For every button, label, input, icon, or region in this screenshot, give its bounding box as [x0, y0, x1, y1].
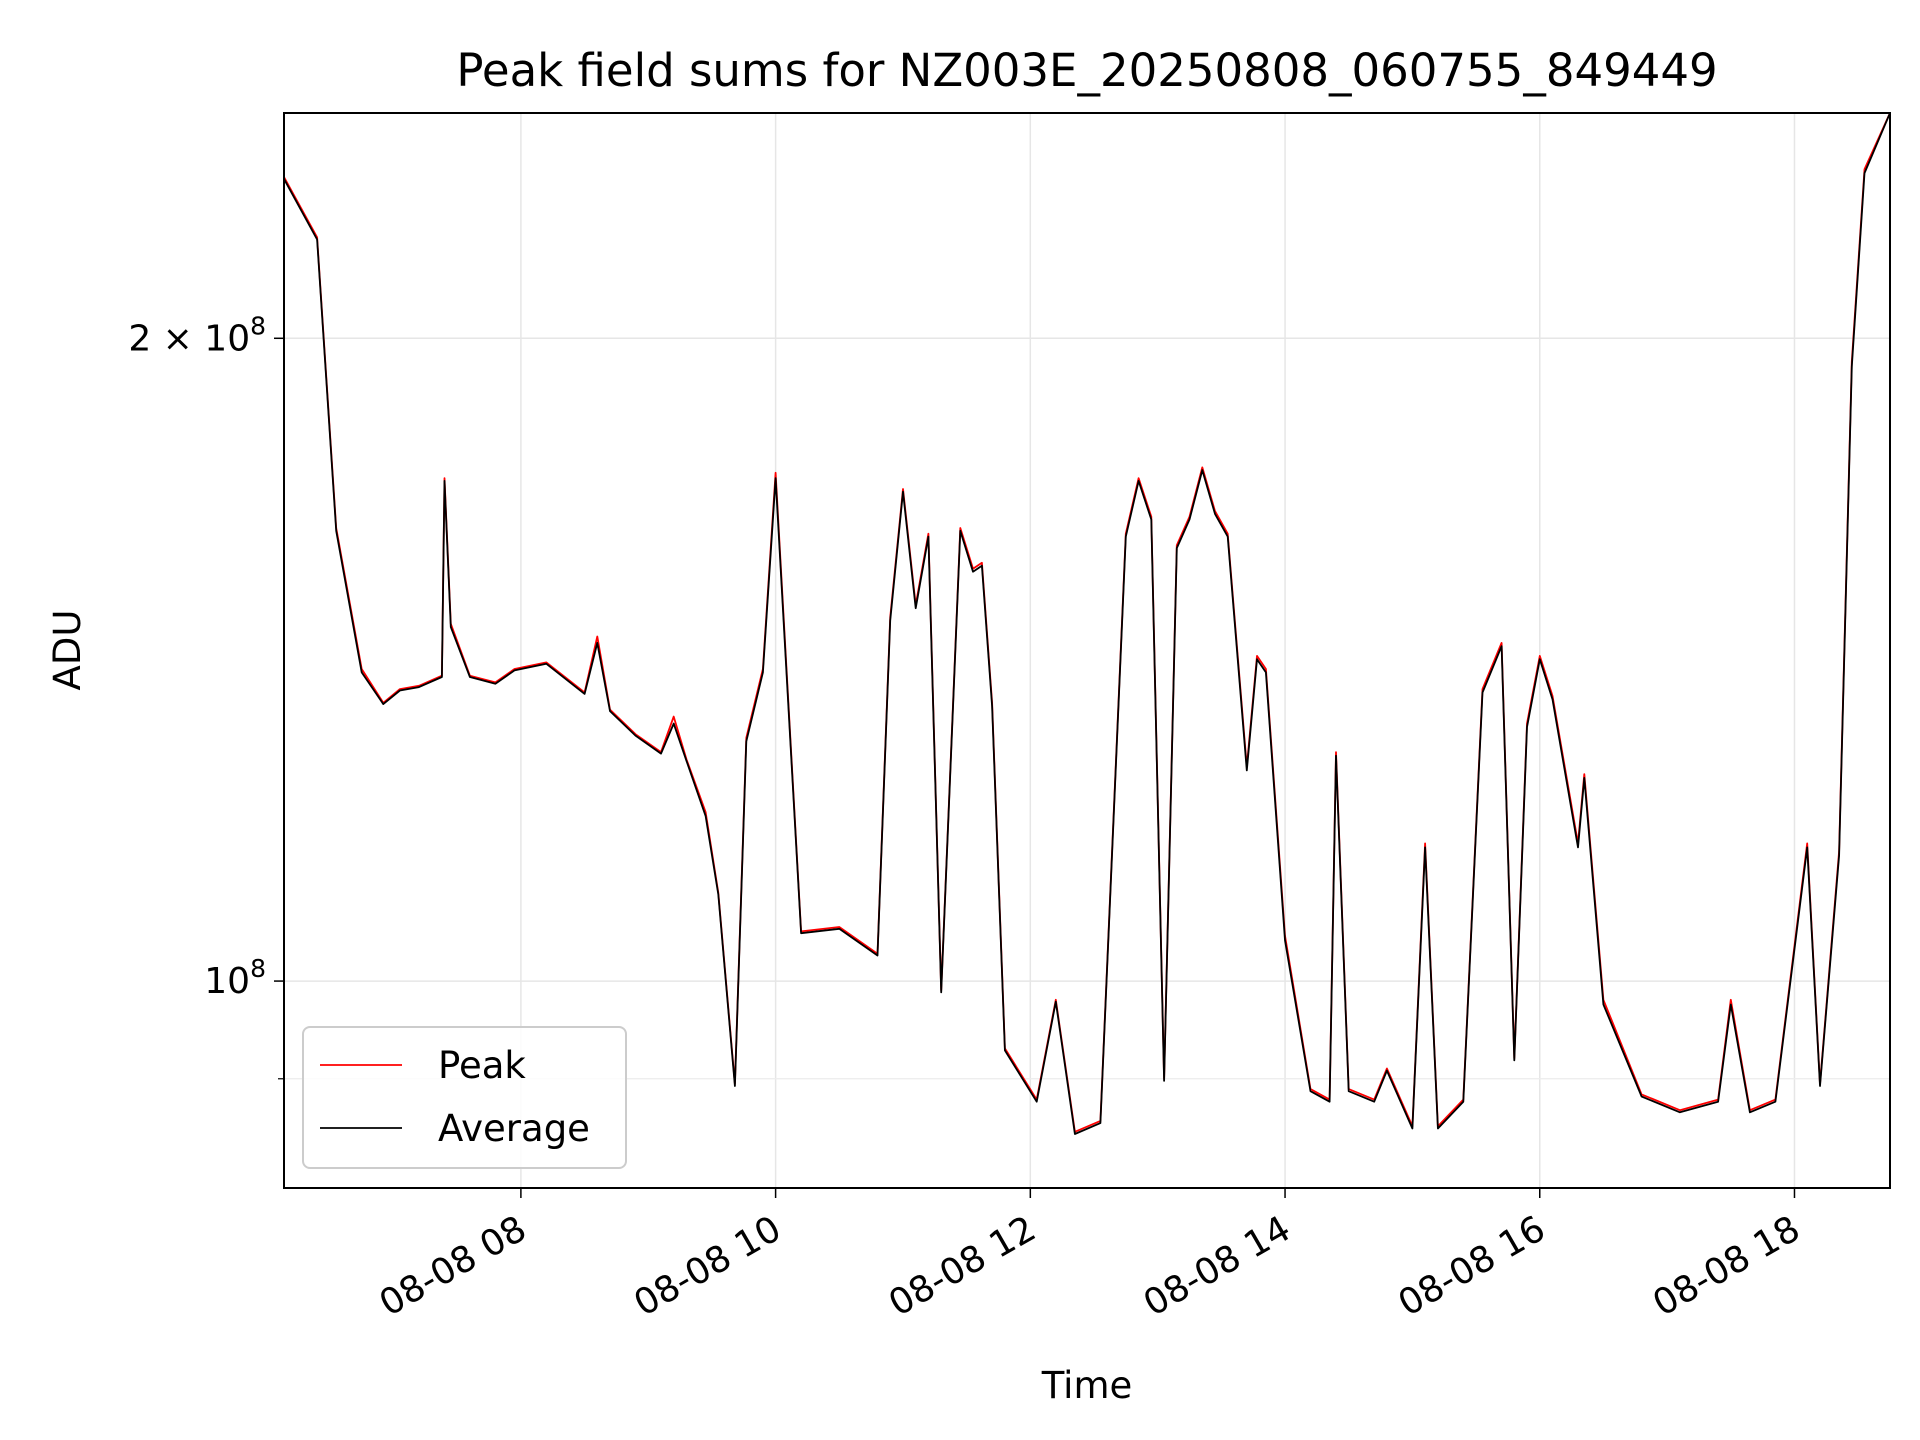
x-axis-label: Time: [1041, 1364, 1133, 1407]
legend-label-peak: Peak: [438, 1044, 526, 1087]
legend-label-average: Average: [438, 1107, 590, 1150]
series-line-average: [283, 112, 1891, 1135]
legend-box: [302, 1026, 627, 1169]
series-layer: [283, 112, 1891, 1135]
chart-title: Peak field sums for NZ003E_20250808_0607…: [456, 44, 1717, 97]
grid-lines: [284, 113, 1890, 1188]
legend: Peak Average: [302, 1026, 627, 1169]
y-tick-label: 2 × 108: [128, 311, 266, 359]
y-axis-label: ADU: [46, 610, 89, 691]
plot-frame: [283, 112, 1891, 1189]
